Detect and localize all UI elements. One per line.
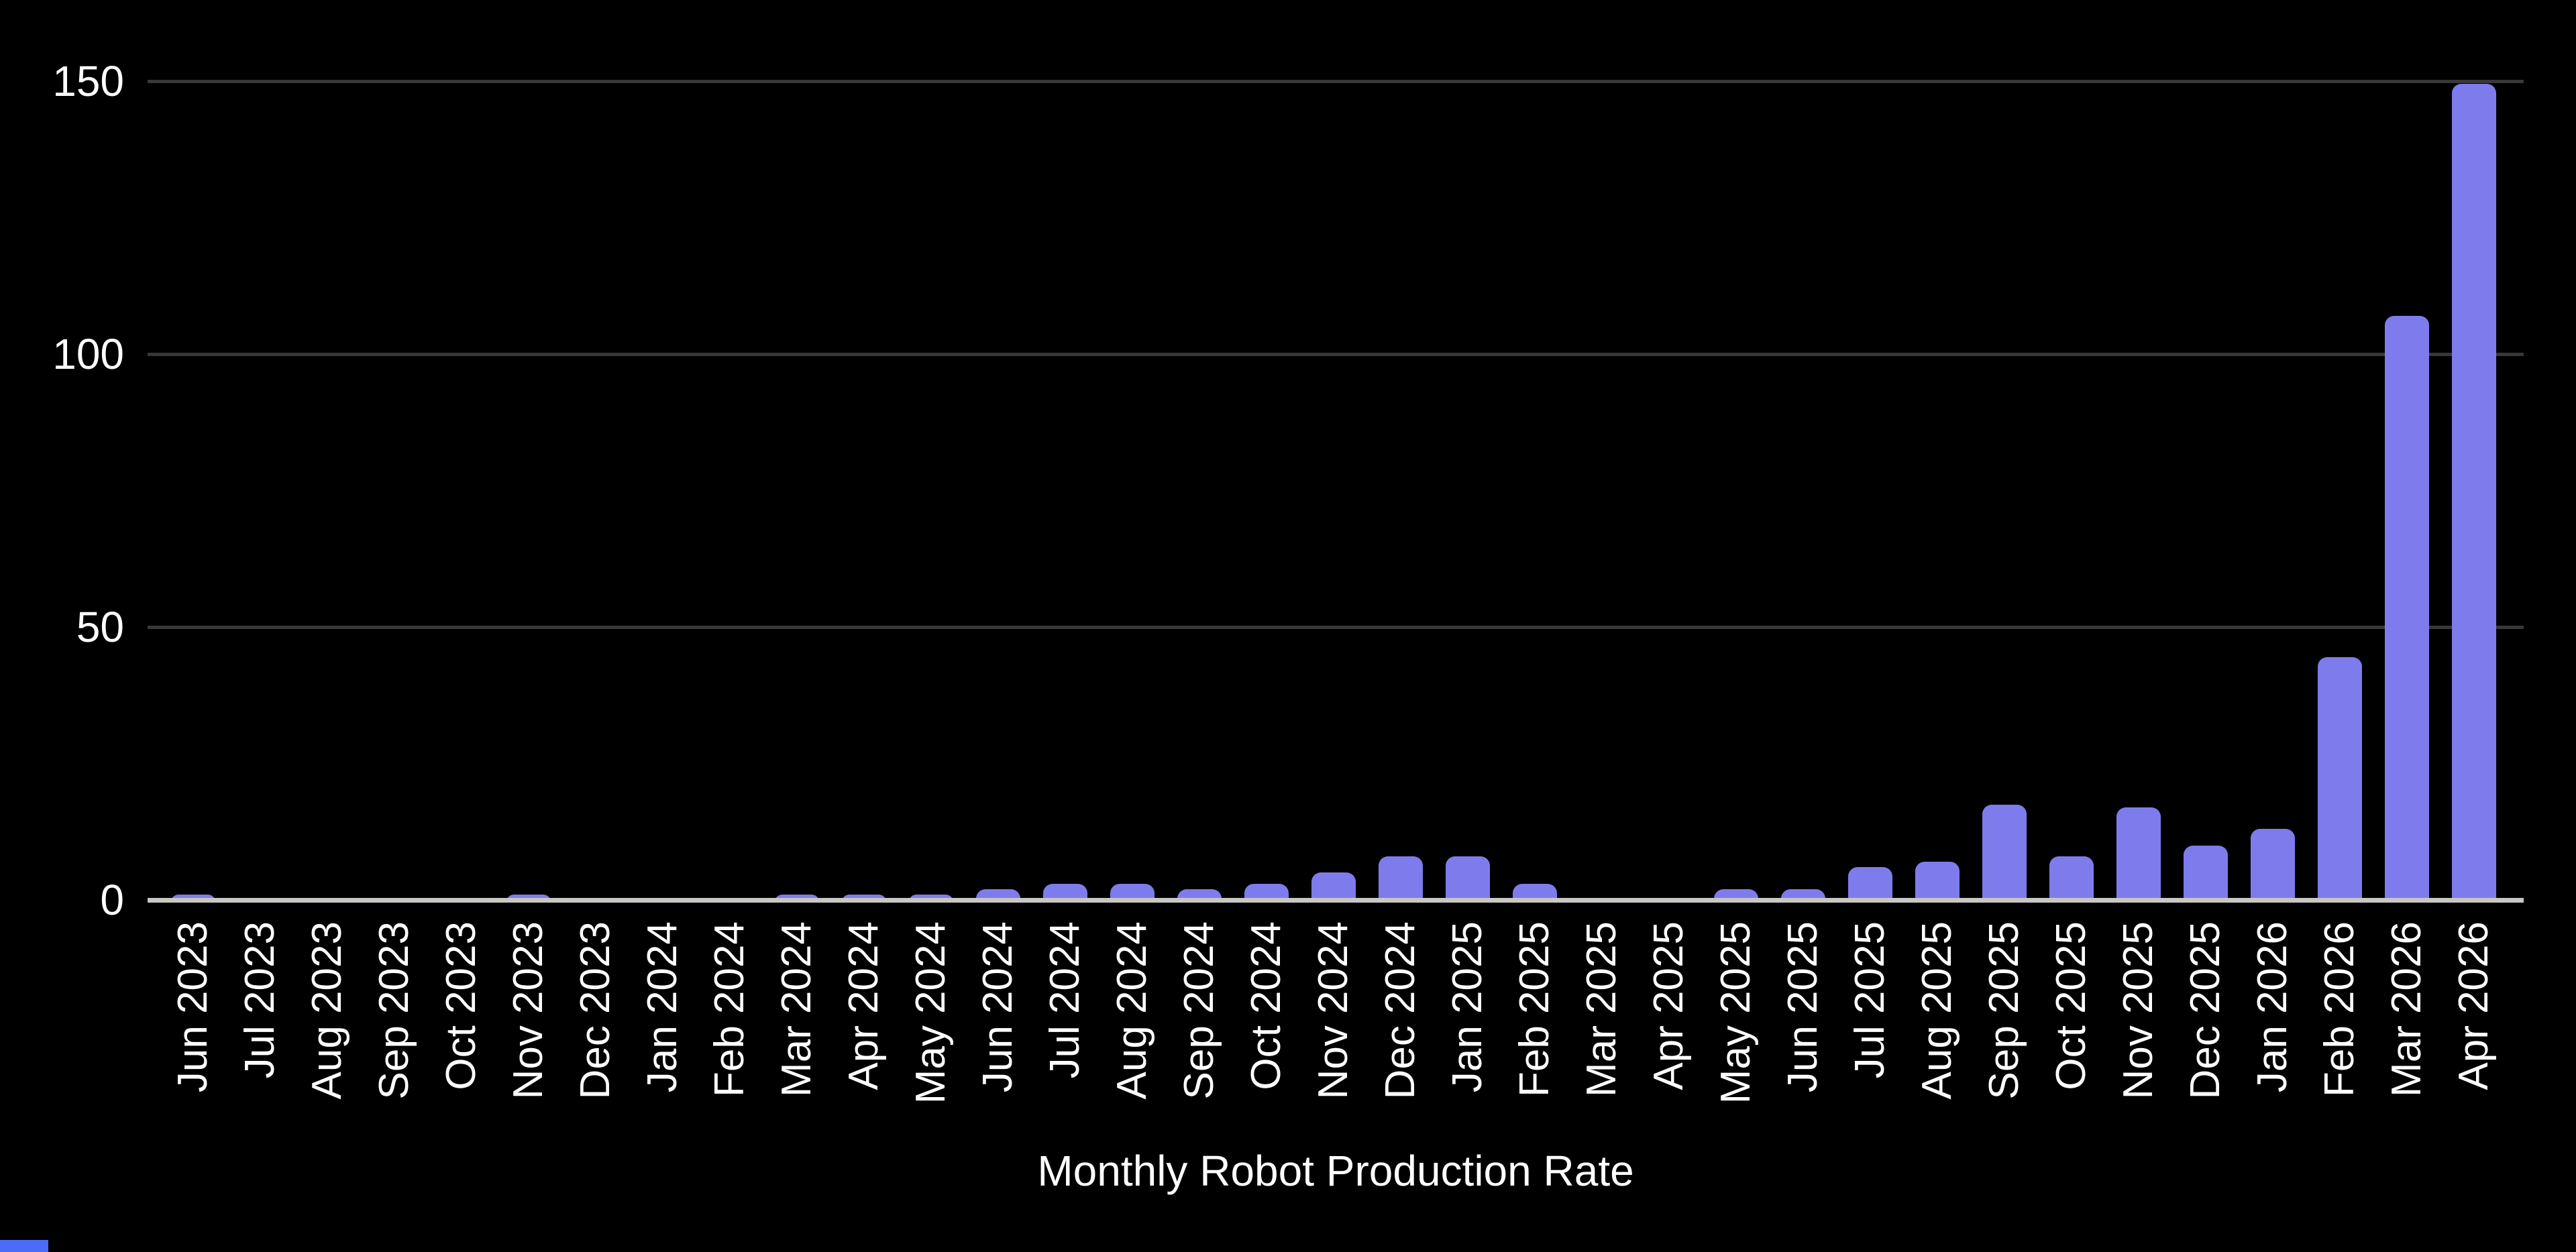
- x-tick-label: Feb 2025: [1511, 921, 1558, 1097]
- x-tick-label: Jul 2023: [237, 921, 283, 1079]
- gridline-y-50: [148, 626, 2524, 629]
- x-tick-label: Aug 2025: [1914, 921, 1960, 1100]
- y-tick-label: 100: [52, 330, 124, 378]
- x-tick-label: May 2025: [1713, 921, 1759, 1104]
- x-tick-label: Feb 2026: [2316, 921, 2363, 1097]
- x-tick-label: Feb 2024: [706, 921, 753, 1097]
- x-tick-label: Mar 2024: [773, 921, 820, 1097]
- x-tick-label: Oct 2024: [1243, 921, 1289, 1090]
- y-tick-label: 50: [76, 603, 124, 651]
- bar-dec-2025: [2184, 845, 2228, 902]
- x-tick-label: Nov 2025: [2115, 921, 2161, 1100]
- x-tick-label: May 2024: [908, 921, 954, 1104]
- bar-sep-2025: [1982, 804, 2027, 902]
- x-tick-label: Jun 2024: [975, 921, 1021, 1093]
- x-tick-label: Jan 2024: [639, 921, 686, 1093]
- bar-apr-2026: [2452, 84, 2496, 902]
- bar-jul-2025: [1848, 867, 1892, 902]
- bar-mar-2026: [2385, 316, 2429, 902]
- x-tick-label: Mar 2026: [2383, 921, 2430, 1097]
- bottom-left-accent-strip: [0, 1240, 48, 1252]
- x-tick-label: Jan 2025: [1444, 921, 1491, 1093]
- x-tick-label: Apr 2026: [2451, 921, 2497, 1090]
- x-tick-label: Dec 2025: [2182, 921, 2229, 1100]
- x-tick-label: Nov 2023: [505, 921, 551, 1100]
- bar-aug-2025: [1915, 862, 1960, 902]
- y-tick-label: 0: [100, 876, 124, 924]
- y-tick-label: 150: [52, 57, 124, 105]
- x-tick-label: Oct 2023: [438, 921, 484, 1090]
- x-tick-label: Jul 2025: [1847, 921, 1893, 1079]
- bar-nov-2024: [1311, 872, 1356, 902]
- bar-dec-2024: [1379, 856, 1423, 902]
- x-tick-label: Dec 2024: [1377, 921, 1424, 1100]
- x-tick-label: Mar 2025: [1578, 921, 1625, 1097]
- x-tick-label: Sep 2025: [1981, 921, 2027, 1100]
- x-tick-label: Sep 2024: [1176, 921, 1222, 1100]
- x-tick-label: Dec 2023: [572, 921, 619, 1100]
- x-tick-label: Jul 2024: [1042, 921, 1088, 1079]
- x-tick-label: Aug 2024: [1109, 921, 1155, 1100]
- x-tick-label: Jan 2026: [2249, 921, 2296, 1093]
- x-axis-line: [148, 898, 2524, 903]
- x-tick-label: Oct 2025: [2048, 921, 2094, 1090]
- bar-jan-2026: [2251, 829, 2295, 902]
- bar-oct-2025: [2049, 856, 2094, 902]
- bar-feb-2026: [2318, 657, 2362, 902]
- gridline-y-150: [148, 80, 2524, 83]
- x-tick-label: Nov 2024: [1310, 921, 1356, 1100]
- chart-title: Monthly Robot Production Rate: [1037, 1147, 1634, 1195]
- x-tick-label: Sep 2023: [371, 921, 417, 1100]
- x-tick-label: Jun 2025: [1780, 921, 1826, 1093]
- x-tick-label: Apr 2025: [1646, 921, 1692, 1090]
- x-tick-label: Aug 2023: [304, 921, 350, 1100]
- x-tick-label: Jun 2023: [170, 921, 216, 1093]
- x-tick-label: Apr 2024: [841, 921, 887, 1090]
- bar-jan-2025: [1446, 856, 1490, 902]
- gridline-y-100: [148, 353, 2524, 356]
- bar-nov-2025: [2116, 807, 2161, 902]
